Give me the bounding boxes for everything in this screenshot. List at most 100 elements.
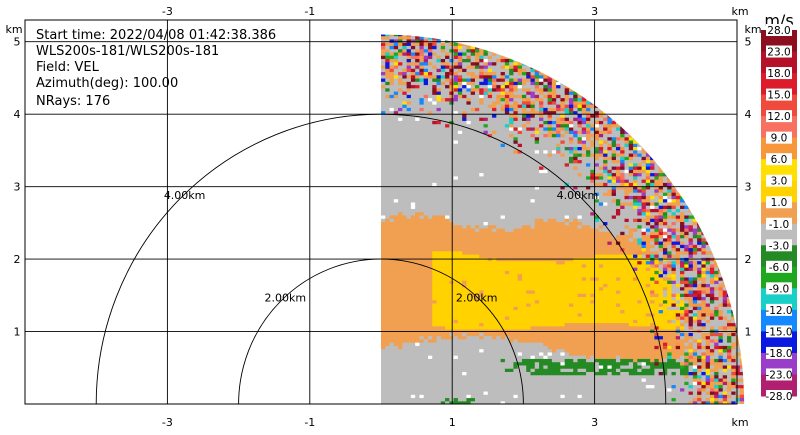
velocity-cell bbox=[539, 130, 544, 134]
velocity-cell bbox=[466, 84, 472, 89]
velocity-cell bbox=[427, 342, 433, 346]
velocity-cell bbox=[513, 221, 519, 226]
velocity-cell bbox=[381, 110, 386, 115]
velocity-cell bbox=[440, 97, 446, 102]
velocity-cell bbox=[551, 276, 557, 281]
velocity-cell bbox=[427, 377, 433, 382]
velocity-cell bbox=[573, 358, 579, 363]
velocity-cell bbox=[436, 91, 442, 95]
velocity-cell bbox=[406, 104, 412, 108]
velocity-cell bbox=[470, 188, 476, 193]
velocity-cell bbox=[560, 335, 566, 340]
velocity-cell bbox=[415, 34, 421, 37]
velocity-cell bbox=[402, 182, 408, 187]
velocity-cell bbox=[457, 355, 463, 359]
velocity-cell bbox=[440, 364, 446, 369]
velocity-cell bbox=[504, 231, 510, 236]
velocity-cell bbox=[483, 260, 489, 265]
velocity-cell bbox=[398, 61, 403, 66]
velocity-cell bbox=[436, 400, 442, 404]
velocity-cell bbox=[504, 329, 510, 333]
velocity-cell bbox=[530, 68, 536, 73]
velocity-cell bbox=[419, 165, 425, 170]
velocity-cell bbox=[406, 227, 412, 232]
velocity-cell bbox=[419, 218, 425, 223]
velocity-cell bbox=[504, 400, 510, 404]
velocity-cell bbox=[530, 286, 536, 291]
velocity-cell bbox=[381, 234, 386, 239]
velocity-cell bbox=[445, 286, 450, 291]
velocity-cell bbox=[534, 117, 540, 121]
velocity-cell bbox=[415, 208, 421, 213]
velocity-cell bbox=[445, 133, 450, 138]
velocity-cell bbox=[517, 302, 523, 307]
velocity-cell bbox=[496, 139, 502, 144]
velocity-cell bbox=[432, 136, 438, 141]
velocity-cell bbox=[393, 345, 399, 350]
velocity-cell bbox=[526, 237, 532, 242]
velocity-cell bbox=[436, 81, 442, 86]
velocity-cell bbox=[517, 123, 523, 128]
velocity-cell bbox=[436, 182, 442, 187]
velocity-cell bbox=[568, 254, 574, 258]
velocity-cell bbox=[521, 221, 527, 226]
velocity-cell bbox=[453, 136, 459, 141]
velocity-cell bbox=[547, 227, 553, 232]
velocity-cell bbox=[496, 371, 502, 376]
velocity-cell bbox=[509, 87, 515, 92]
velocity-cell bbox=[410, 237, 416, 242]
velocity-cell bbox=[479, 306, 485, 311]
velocity-cell bbox=[513, 113, 519, 118]
velocity-cell bbox=[543, 306, 549, 311]
velocity-cell bbox=[453, 175, 459, 180]
velocity-cell bbox=[423, 214, 429, 219]
velocity-cell bbox=[521, 286, 527, 291]
velocity-cell bbox=[560, 312, 566, 317]
velocity-cell bbox=[427, 136, 433, 141]
velocity-cell bbox=[385, 286, 391, 291]
velocity-cell bbox=[462, 283, 468, 288]
velocity-cell bbox=[526, 276, 532, 281]
velocity-cell bbox=[423, 221, 429, 226]
velocity-cell bbox=[470, 64, 476, 69]
velocity-cell bbox=[551, 208, 557, 213]
velocity-cell bbox=[496, 280, 502, 284]
velocity-cell bbox=[530, 267, 536, 271]
velocity-cell bbox=[573, 289, 579, 294]
velocity-cell bbox=[479, 139, 485, 144]
velocity-cell bbox=[462, 113, 468, 118]
velocity-cell bbox=[474, 286, 480, 291]
velocity-cell bbox=[389, 276, 395, 281]
velocity-cell bbox=[423, 162, 429, 167]
velocity-cell bbox=[543, 381, 549, 386]
velocity-cell bbox=[440, 149, 446, 154]
velocity-cell bbox=[556, 87, 562, 92]
velocity-cell bbox=[539, 377, 544, 382]
velocity-cell bbox=[487, 143, 493, 148]
velocity-cell bbox=[423, 110, 429, 115]
velocity-cell bbox=[496, 224, 502, 229]
velocity-cell bbox=[410, 296, 416, 301]
velocity-cell bbox=[534, 381, 540, 386]
velocity-cell bbox=[509, 64, 515, 69]
velocity-cell bbox=[530, 273, 536, 278]
velocity-cell bbox=[496, 273, 502, 278]
velocity-cell bbox=[457, 214, 463, 219]
velocity-cell bbox=[415, 146, 421, 151]
velocity-cell bbox=[539, 260, 544, 265]
velocity-cell bbox=[410, 42, 416, 46]
velocity-cell bbox=[402, 91, 408, 95]
velocity-cell bbox=[543, 384, 549, 389]
velocity-cell bbox=[457, 400, 463, 404]
velocity-cell bbox=[500, 74, 506, 79]
velocity-cell bbox=[547, 188, 553, 193]
velocity-cell bbox=[381, 355, 386, 359]
velocity-cell bbox=[410, 400, 416, 404]
velocity-cell bbox=[568, 91, 574, 95]
velocity-cell bbox=[564, 107, 570, 112]
velocity-cell bbox=[453, 42, 459, 46]
velocity-cell bbox=[513, 260, 519, 265]
velocity-cell bbox=[436, 165, 442, 170]
velocity-cell bbox=[517, 387, 523, 392]
velocity-cell bbox=[445, 299, 450, 304]
